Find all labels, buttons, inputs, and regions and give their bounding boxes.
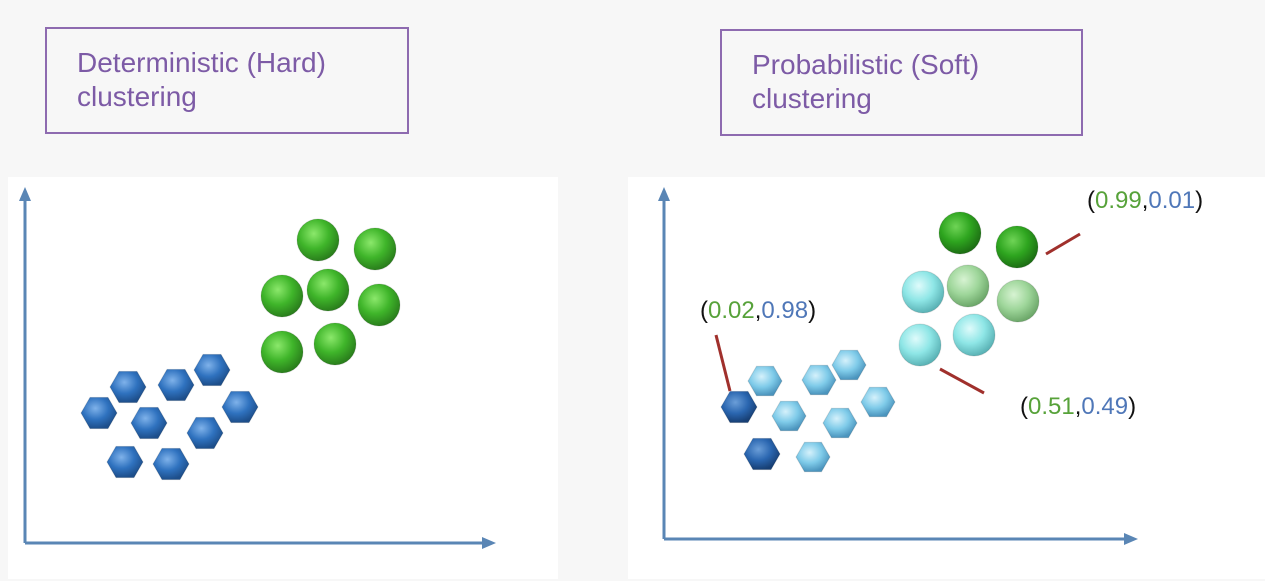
y-axis-arrow xyxy=(19,187,31,201)
soft-cluster-points xyxy=(720,211,1040,473)
light-blue-hexagon-point xyxy=(822,407,858,439)
blue-hexagon-point xyxy=(130,406,168,440)
blue-hexagon-point xyxy=(193,353,231,387)
annotation-blue-value: 0.49 xyxy=(1081,393,1129,420)
cyan-circle-point xyxy=(898,323,942,367)
green-circle-point xyxy=(313,322,357,366)
green-cluster xyxy=(260,218,401,374)
annotation-open-paren: ( xyxy=(700,297,708,324)
hard-clustering-plot xyxy=(19,187,496,549)
leader-line-002 xyxy=(714,334,732,392)
annotation-blue-value: 0.98 xyxy=(761,297,809,324)
cyan-circle-point xyxy=(952,313,996,357)
leader-lines xyxy=(714,232,1081,395)
light-blue-hexagon-point xyxy=(795,441,831,473)
blue-cluster xyxy=(80,353,259,481)
blue-hexagon-point xyxy=(221,390,259,424)
soft-clustering-title-line2: clustering xyxy=(752,83,872,114)
hard-clustering-panel xyxy=(8,177,558,579)
annotation-green-value: 0.51 xyxy=(1028,393,1075,420)
dark-blue-hexagon-point xyxy=(743,437,781,471)
light-blue-hexagon-point xyxy=(771,400,807,432)
annotation-open-paren: ( xyxy=(1020,393,1028,420)
green-circle-point xyxy=(260,330,304,374)
blue-hexagon-point xyxy=(157,368,195,402)
light-green-circle-point xyxy=(946,264,990,308)
hard-axes xyxy=(19,187,496,549)
annotation-open-paren: ( xyxy=(1087,187,1095,214)
blue-hexagon-point xyxy=(106,445,144,479)
membership-annotation-051: (0.51,0.49) xyxy=(1020,393,1136,421)
blue-hexagon-point xyxy=(109,370,147,404)
pure-green-circle-point xyxy=(995,225,1039,269)
blue-hexagon-point xyxy=(186,416,224,450)
membership-annotation-002: (0.02,0.98) xyxy=(700,297,816,325)
soft-clustering-title-box: Probabilistic (Soft) clustering xyxy=(720,29,1083,136)
y-axis-arrow xyxy=(658,187,670,201)
soft-axes xyxy=(658,187,1138,545)
hard-clustering-title-box: Deterministic (Hard) clustering xyxy=(45,27,409,134)
green-circle-point xyxy=(306,268,350,312)
x-axis-arrow xyxy=(482,537,496,549)
light-green-circle-point xyxy=(996,279,1040,323)
soft-clustering-plot xyxy=(658,187,1138,545)
membership-annotation-099: (0.99,0.01) xyxy=(1087,187,1203,215)
annotation-blue-value: 0.01 xyxy=(1148,187,1196,214)
leader-line-099 xyxy=(1045,232,1081,256)
annotation-separator: , xyxy=(1074,393,1082,420)
green-circle-point xyxy=(260,274,304,318)
light-blue-hexagon-point xyxy=(860,386,896,418)
annotation-close-paren: ) xyxy=(1128,393,1137,420)
annotation-green-value: 0.99 xyxy=(1095,187,1142,214)
green-circle-point xyxy=(357,283,401,327)
light-blue-hexagon-point xyxy=(801,364,837,396)
pure-green-circle-point xyxy=(938,211,982,255)
green-circle-point xyxy=(353,227,397,271)
annotation-green-value: 0.02 xyxy=(708,297,755,324)
annotation-separator: , xyxy=(754,297,762,324)
x-axis-arrow xyxy=(1124,533,1138,545)
hard-clustering-title-line2: clustering xyxy=(77,81,197,112)
annotation-close-paren: ) xyxy=(1195,187,1204,214)
light-blue-hexagon-point xyxy=(831,349,867,381)
blue-hexagon-point xyxy=(152,447,190,481)
soft-clustering-panel xyxy=(628,177,1265,579)
green-circle-point xyxy=(296,218,340,262)
soft-clustering-title-line1: Probabilistic (Soft) xyxy=(752,49,980,80)
annotation-separator: , xyxy=(1141,187,1149,214)
dark-blue-hexagon-point xyxy=(720,390,758,424)
blue-hexagon-point xyxy=(80,396,118,430)
light-blue-hexagon-point xyxy=(747,365,783,397)
annotation-close-paren: ) xyxy=(808,297,817,324)
cyan-circle-point xyxy=(901,270,945,314)
leader-line-051 xyxy=(939,367,985,395)
hard-clustering-title-line1: Deterministic (Hard) xyxy=(77,47,326,78)
